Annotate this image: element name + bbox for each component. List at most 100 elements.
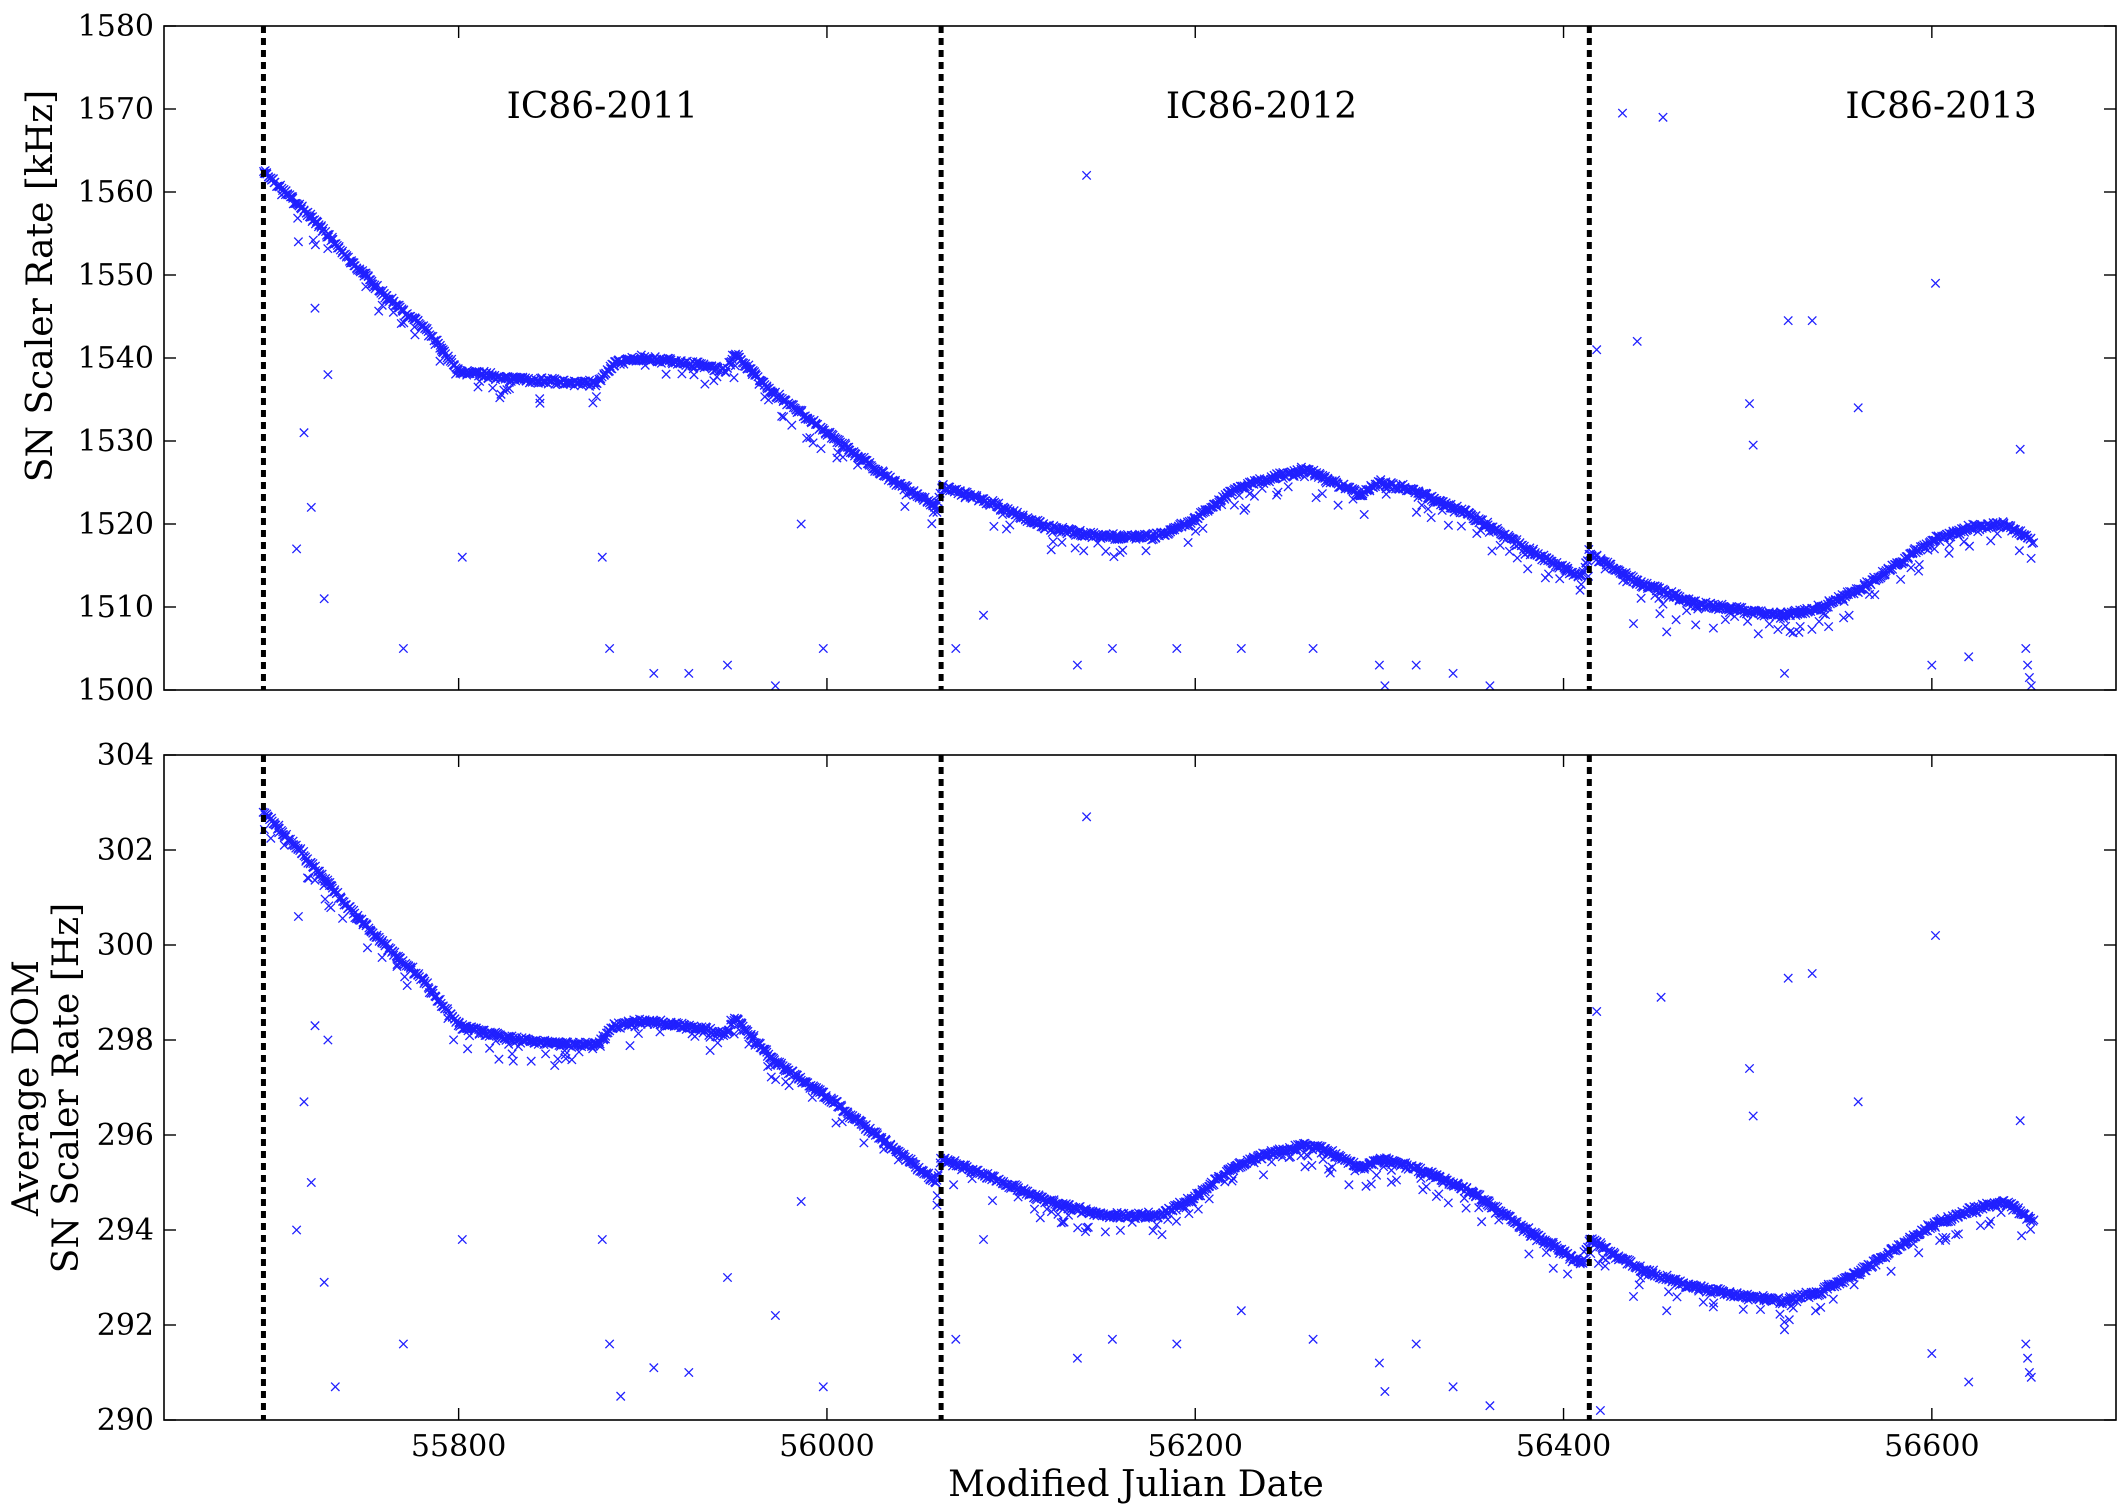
y-tick-label: 1510 xyxy=(78,590,154,625)
outlier-point xyxy=(1927,660,1937,670)
data-point xyxy=(1708,623,1719,633)
outlier-point xyxy=(323,369,333,380)
data-point xyxy=(2014,546,2025,556)
outlier-point xyxy=(597,552,607,562)
data-point xyxy=(1434,1189,1444,1199)
y-tick-label: 302 xyxy=(97,833,154,868)
outlier-point xyxy=(1779,668,1790,679)
data-point xyxy=(1663,1287,1674,1297)
data-point xyxy=(1421,1181,1431,1192)
data-point xyxy=(439,346,450,356)
data-point xyxy=(989,521,999,532)
data-point xyxy=(591,391,602,402)
outlier-point xyxy=(1744,1063,1755,1074)
data-point xyxy=(280,189,291,200)
data-point xyxy=(553,1054,563,1064)
outlier-point xyxy=(1411,1339,1421,1349)
data-point xyxy=(1810,1306,1821,1316)
data-point xyxy=(1773,624,1783,635)
y-tick-label: 292 xyxy=(97,1308,154,1343)
outlier-point xyxy=(1662,627,1672,637)
data-point xyxy=(1698,1297,1708,1307)
data-point xyxy=(1228,1173,1238,1184)
data-point xyxy=(1593,1258,1604,1269)
outlier-point xyxy=(1236,643,1246,654)
data-point xyxy=(661,369,671,379)
data-point xyxy=(310,861,321,871)
outlier-point xyxy=(597,1234,607,1245)
data-point xyxy=(1755,1304,1766,1315)
data-point xyxy=(2029,1215,2039,1225)
data-point xyxy=(655,1027,665,1037)
data-point xyxy=(1953,1229,1964,1239)
data-point xyxy=(1198,523,1208,534)
outlier-point xyxy=(684,1367,694,1378)
data-point xyxy=(266,813,277,823)
outlier-point xyxy=(1662,1306,1672,1316)
outlier-point xyxy=(1853,403,1863,413)
data-point xyxy=(1795,621,1805,632)
data-point xyxy=(589,377,600,388)
data-point xyxy=(1371,1170,1382,1180)
data-point xyxy=(266,833,276,843)
data-point xyxy=(446,354,457,364)
data-point xyxy=(1654,593,1664,604)
data-point xyxy=(1807,624,1817,635)
data-point xyxy=(588,398,598,408)
outlier-point xyxy=(1930,930,1941,941)
data-point xyxy=(1636,593,1646,603)
outlier-point xyxy=(1930,278,1941,288)
outlier-point xyxy=(1448,1382,1458,1392)
data-point xyxy=(563,378,574,388)
outlier-point xyxy=(1807,315,1817,326)
data-point xyxy=(422,323,432,334)
outlier-point xyxy=(398,1339,409,1349)
data-point xyxy=(1487,546,1497,556)
data-point xyxy=(1307,1160,1317,1171)
data-point xyxy=(1947,1214,1957,1225)
data-point xyxy=(2026,553,2036,564)
data-point xyxy=(1109,551,1119,562)
average-rate-season-boundaries xyxy=(260,755,1592,1420)
data-point xyxy=(526,1056,536,1066)
data-point xyxy=(1115,1225,1126,1236)
outlier-point xyxy=(1236,1306,1246,1316)
total-rate-x-ticks xyxy=(457,26,1933,690)
data-point xyxy=(1576,579,1586,590)
data-point xyxy=(787,420,797,430)
data-point xyxy=(711,1031,721,1042)
outlier-point xyxy=(1411,660,1421,670)
y-axis-title-line: Average DOM xyxy=(6,960,47,1217)
data-point xyxy=(488,383,498,393)
data-point xyxy=(1764,619,1775,629)
data-point xyxy=(362,943,373,953)
data-point xyxy=(535,394,545,404)
data-point xyxy=(793,405,804,415)
data-point xyxy=(1708,1302,1718,1312)
panel-average-dom-rate: 290 292 294 296 298 300 302 304 55800 56000 56200… xyxy=(6,738,2117,1464)
data-point xyxy=(595,1041,606,1052)
data-point xyxy=(1541,1247,1552,1258)
y-tick-label: 290 xyxy=(97,1403,154,1438)
data-point xyxy=(1344,1180,1354,1190)
data-point xyxy=(1118,545,1128,555)
outlier-point xyxy=(1308,1334,1318,1344)
season-labels: IC86-2011 IC86-2012 IC86-2013 xyxy=(507,86,2037,127)
outlier-point xyxy=(770,681,781,691)
outlier-point xyxy=(293,911,304,922)
y-tick-label: 1550 xyxy=(78,258,154,293)
data-point xyxy=(1317,488,1327,499)
data-point xyxy=(535,398,545,408)
x-tick-label: 56000 xyxy=(779,1429,874,1464)
total-rate-plot-frame xyxy=(163,25,2117,691)
y-tick-label: 1540 xyxy=(78,341,154,376)
panel-total-rate: 1500 1510 1520 1530 1540 1550 1560 1570 1580 IC8… xyxy=(20,9,2117,708)
average-rate-y-axis: 290 292 294 296 298 300 302 304 xyxy=(97,738,2116,1438)
data-point xyxy=(900,501,910,512)
data-point xyxy=(1944,540,1955,550)
data-point xyxy=(1671,615,1681,625)
outlier-point xyxy=(978,610,989,620)
data-point xyxy=(802,433,812,443)
data-point xyxy=(1959,537,1969,547)
data-point xyxy=(724,1025,734,1035)
